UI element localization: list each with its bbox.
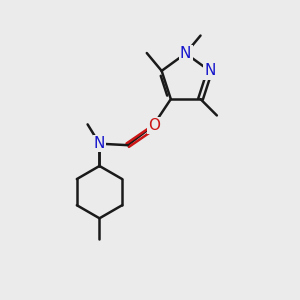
Text: N: N xyxy=(94,136,105,151)
Text: O: O xyxy=(148,118,160,133)
Text: N: N xyxy=(204,63,215,78)
Text: N: N xyxy=(180,46,191,61)
